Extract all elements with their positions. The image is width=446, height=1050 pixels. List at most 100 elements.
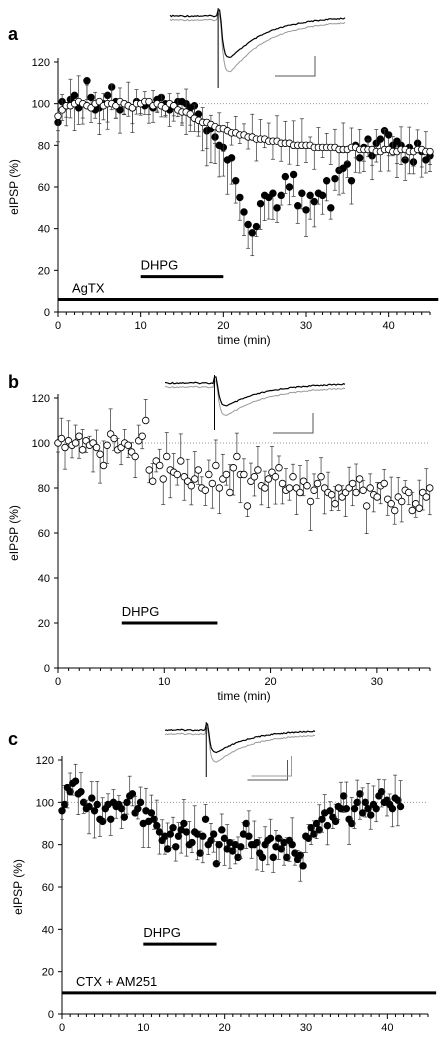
x-tick-label: 0 (59, 1022, 65, 1034)
x-tick-label: 10 (137, 1022, 149, 1034)
data-point (87, 93, 95, 102)
x-axis-title: time (min) (217, 333, 270, 347)
x-tick-label: 20 (217, 320, 229, 332)
y-tick-label: 0 (44, 307, 50, 319)
scale-bar (275, 56, 316, 77)
drug-bar-label: DHPG (141, 258, 179, 273)
data-point (254, 466, 262, 474)
data-point (159, 475, 167, 483)
inset-trace (164, 375, 346, 434)
data-point (120, 813, 128, 821)
data-point (208, 479, 217, 488)
trace-black (169, 9, 346, 59)
data-point (306, 497, 315, 506)
data-point (302, 206, 310, 214)
data-point (250, 473, 259, 481)
data-point (283, 853, 291, 862)
data-point (285, 484, 294, 492)
drug-bar-label: DHPG (122, 604, 160, 619)
data-point (136, 798, 145, 807)
data-point (201, 815, 210, 823)
data-point (281, 172, 290, 181)
data-point (209, 830, 218, 838)
y-axis-title: eIPSP (%) (7, 159, 21, 215)
data-point (266, 834, 275, 843)
data-point (350, 804, 359, 813)
y-tick-label: 60 (38, 182, 50, 194)
x-axis-title: time (min) (217, 689, 270, 703)
data-point (377, 788, 386, 796)
y-axis-title: eIPSP (%) (7, 505, 21, 561)
data-point (117, 804, 126, 813)
data-point (131, 452, 139, 461)
data-point (99, 461, 108, 470)
scale-bar-grey (251, 756, 292, 777)
data-point (245, 832, 253, 840)
data-point (218, 826, 226, 834)
data-point (310, 830, 318, 838)
data-point (264, 475, 273, 483)
data-point (362, 502, 371, 510)
data-point (426, 484, 434, 492)
data-point (163, 452, 171, 461)
trace-grey (164, 380, 346, 417)
data-point (358, 809, 367, 817)
data-point (331, 817, 340, 826)
data-point (207, 836, 215, 845)
y-tick-label: 20 (42, 967, 54, 979)
data-point (88, 794, 96, 802)
data-point (234, 853, 242, 862)
data-point (169, 824, 177, 832)
data-point (145, 466, 153, 474)
data-point (380, 479, 388, 488)
data-point (92, 443, 101, 452)
y-tick-label: 0 (48, 1009, 54, 1021)
panel-letter: a (8, 24, 19, 44)
data-point (271, 473, 280, 481)
data-point (215, 484, 224, 492)
y-tick-label: 120 (36, 755, 54, 767)
data-point (54, 112, 62, 120)
data-point (229, 464, 238, 472)
y-tick-label: 100 (32, 99, 50, 111)
data-point (153, 821, 161, 830)
data-point (269, 853, 277, 862)
data-point (339, 792, 348, 800)
data-point (269, 189, 277, 197)
data-point (240, 470, 248, 479)
series-open (54, 75, 434, 178)
data-point (288, 840, 296, 849)
data-point (361, 798, 370, 807)
series-open (54, 399, 434, 534)
data-point (303, 482, 311, 490)
data-point (240, 208, 248, 216)
data-point (299, 862, 307, 870)
data-point (364, 804, 372, 813)
data-point (347, 177, 356, 185)
data-point (331, 174, 339, 183)
y-tick-label: 60 (42, 882, 54, 894)
y-axis-title: eIPSP (%) (11, 859, 25, 915)
data-point (422, 493, 430, 501)
series-filled (58, 763, 405, 882)
data-point (408, 506, 416, 515)
data-point (356, 790, 364, 798)
x-tick-label: 20 (219, 1022, 231, 1034)
data-point (71, 777, 80, 785)
data-point (256, 199, 265, 208)
y-tick-label: 80 (38, 483, 50, 495)
data-point (138, 432, 146, 440)
data-point (57, 434, 66, 443)
panel-b: b 0 20 40 60 80 100 120 0 10 20 30 eIPSP (%) time (mi… (7, 372, 434, 703)
data-point (98, 817, 107, 826)
data-point (318, 191, 327, 200)
data-point (70, 91, 79, 100)
data-point (298, 189, 306, 197)
x-tick-label: 10 (135, 320, 147, 332)
y-tick-label: 40 (42, 924, 54, 936)
data-point (244, 220, 252, 229)
data-point (182, 828, 191, 836)
data-point (310, 197, 318, 206)
data-point (384, 131, 393, 139)
